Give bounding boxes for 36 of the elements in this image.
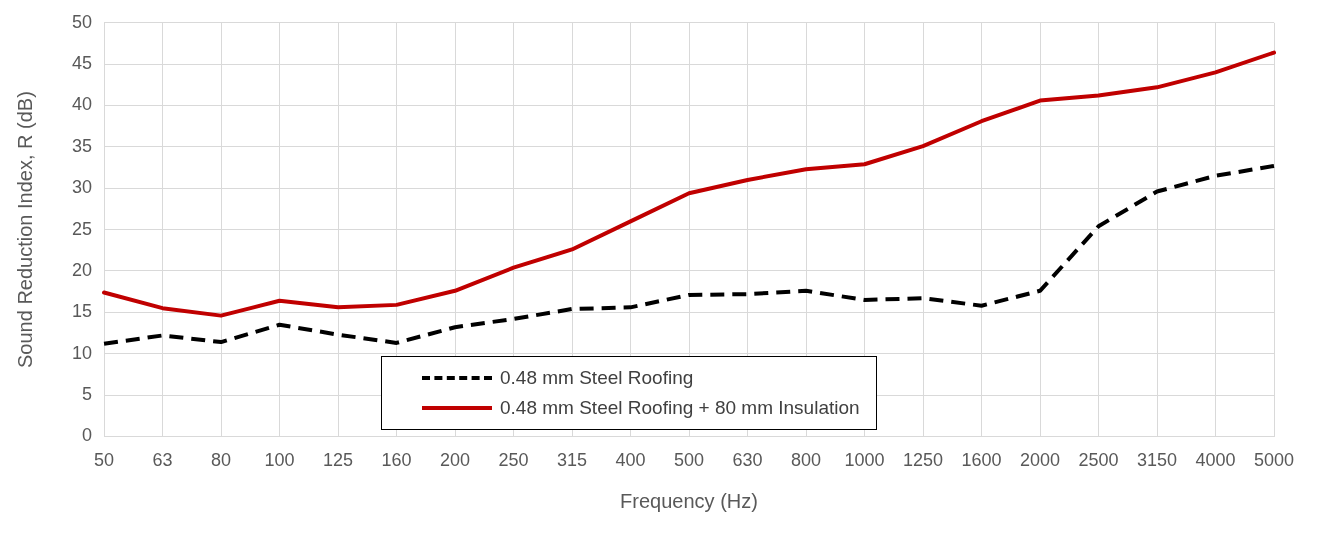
x-tick-label: 400 bbox=[615, 450, 646, 471]
y-tick-label: 10 bbox=[71, 342, 93, 363]
x-tick-label: 500 bbox=[673, 450, 705, 471]
x-tick-label: 63 bbox=[152, 450, 173, 471]
line-series bbox=[102, 163, 1276, 346]
legend-label: 0.48 mm Steel Roofing + 80 mm Insulation bbox=[500, 397, 860, 420]
x-tick-label: 2000 bbox=[1019, 450, 1061, 471]
x-tick-label: 80 bbox=[211, 450, 232, 471]
x-tick-label: 2500 bbox=[1078, 450, 1119, 471]
x-tick-label: 100 bbox=[264, 450, 295, 471]
y-tick-label: 25 bbox=[71, 218, 93, 239]
x-tick-label: 1250 bbox=[902, 450, 944, 471]
x-tick-label: 3150 bbox=[1136, 450, 1178, 471]
x-tick-label: 630 bbox=[732, 450, 763, 471]
legend-label: 0.48 mm Steel Roofing bbox=[500, 367, 694, 390]
y-tick-label: 40 bbox=[71, 94, 93, 115]
x-tick-label: 1000 bbox=[844, 450, 885, 471]
y-tick-label: 45 bbox=[71, 53, 93, 74]
x-axis-title: Frequency (Hz) bbox=[620, 489, 758, 512]
x-tick-label: 315 bbox=[556, 450, 588, 471]
x-tick-label: 200 bbox=[439, 450, 471, 471]
y-tick-label: 30 bbox=[71, 177, 93, 198]
y-tick-label: 15 bbox=[71, 301, 93, 322]
x-tick-label: 1600 bbox=[961, 450, 1002, 471]
x-tick-label: 125 bbox=[322, 450, 354, 471]
y-tick-label: 50 bbox=[71, 11, 93, 32]
y-tick-label: 0 bbox=[82, 425, 93, 446]
x-tick-label: 4000 bbox=[1195, 450, 1236, 471]
y-axis-title: Sound Reduction Index, R (dB) bbox=[14, 91, 37, 369]
y-tick-label: 5 bbox=[82, 384, 93, 405]
y-tick-label: 35 bbox=[71, 135, 93, 156]
x-tick-label: 800 bbox=[790, 450, 822, 471]
y-tick-label: 20 bbox=[71, 259, 93, 280]
x-tick-label: 250 bbox=[498, 450, 529, 471]
x-tick-label: 160 bbox=[381, 450, 412, 471]
x-tick-label: 5000 bbox=[1253, 450, 1295, 471]
